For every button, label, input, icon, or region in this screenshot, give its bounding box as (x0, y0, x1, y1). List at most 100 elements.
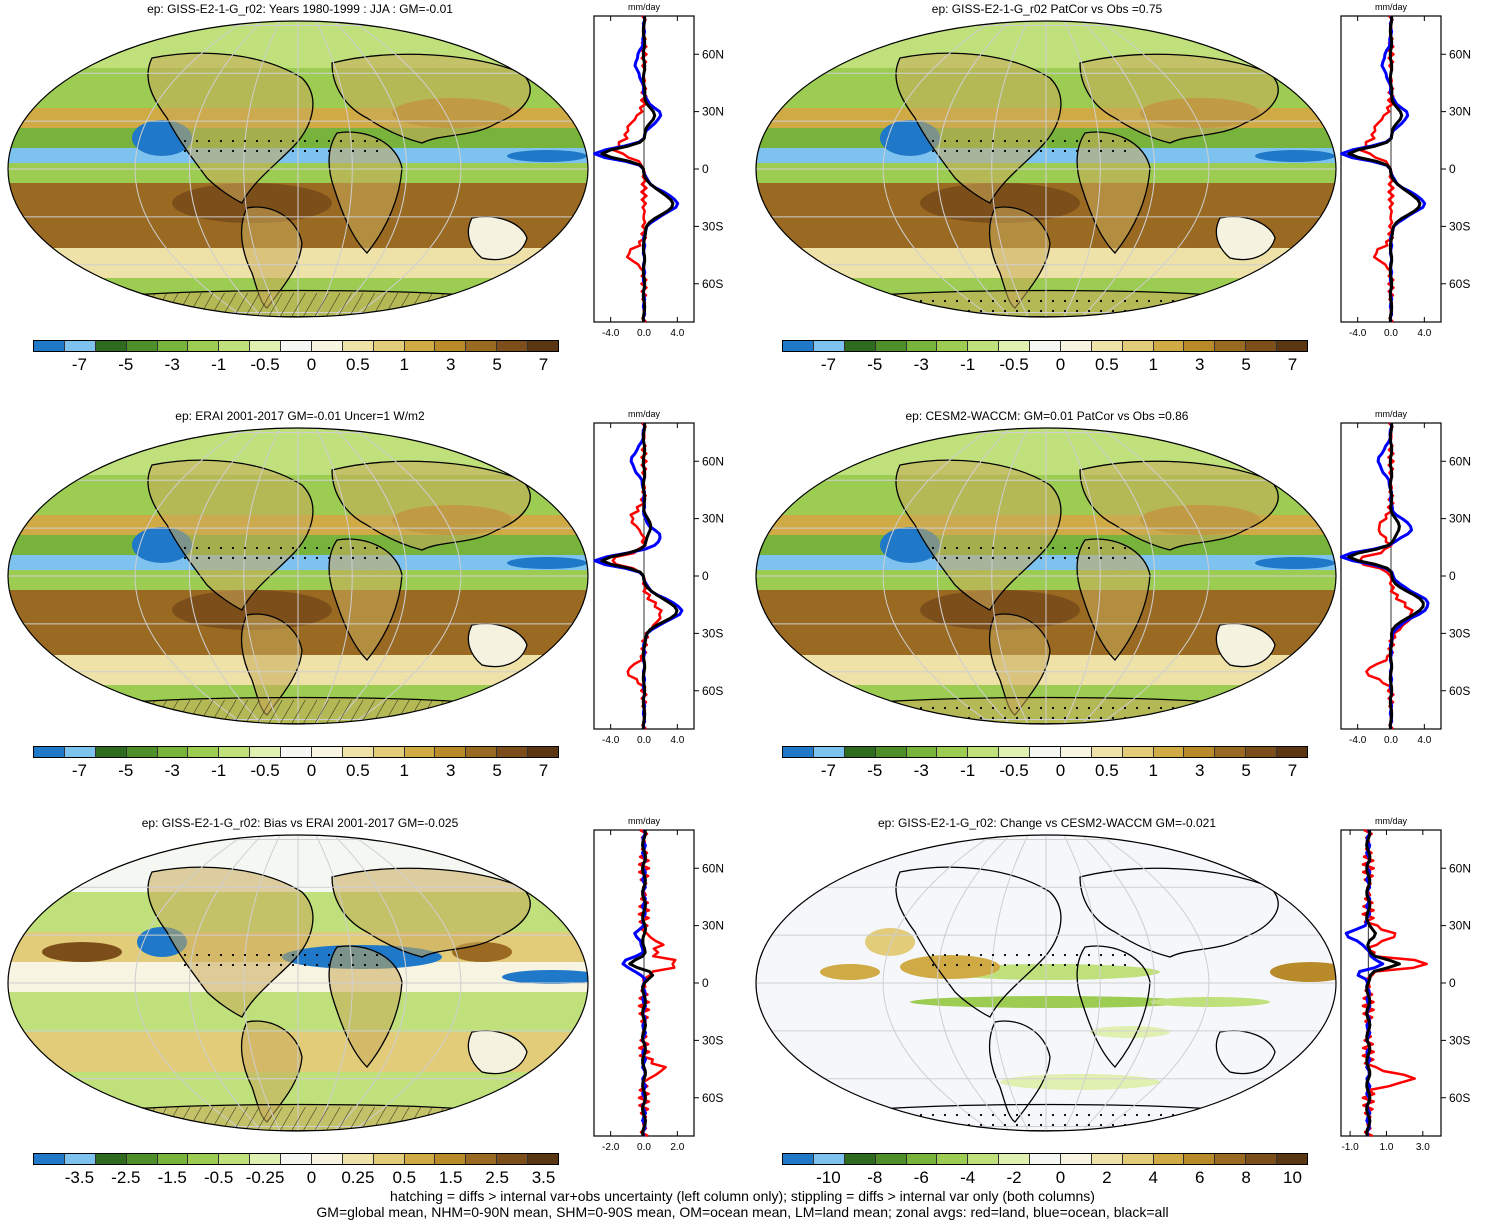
zonal-curve-land (1361, 828, 1428, 1138)
graticule-meridian (936, 21, 1011, 317)
graticule-meridian (1099, 428, 1210, 724)
zonal-x-label: 0.0 (637, 328, 651, 339)
graticule-meridian (351, 835, 462, 1131)
colorbar-label: -2.5 (111, 1168, 141, 1187)
graticule-meridian (991, 428, 1029, 724)
zonal-lat-label: 30N (1449, 512, 1471, 526)
colorbar-label: 0.5 (346, 355, 370, 374)
zonal-unit-label: mm/day (628, 816, 661, 826)
graticule-meridian (134, 21, 245, 317)
map-panel-2 (755, 20, 1337, 318)
colorbar-swatch (435, 747, 467, 757)
colorbar-label: -7 (820, 761, 836, 780)
colorbar-swatch (157, 1154, 189, 1164)
continent-outline (1215, 1030, 1276, 1075)
significance-hatching (62, 700, 532, 724)
zonal-lat-label: 60S (1449, 684, 1470, 698)
graticule-meridian (1063, 21, 1101, 317)
colorbar-label: -0.5 (203, 1168, 234, 1187)
map-anomaly-blob (172, 183, 332, 223)
colorbar-swatch (1122, 1154, 1154, 1164)
graticule-meridian (188, 835, 263, 1131)
colorbar-swatch (342, 747, 374, 757)
colorbar-label: 0 (1055, 761, 1066, 780)
graticule-meridian (243, 835, 281, 1131)
zonal-lat-label: 0 (1449, 162, 1456, 176)
colorbar-label: -0.5 (250, 761, 280, 780)
zonal-x-label: 0.0 (637, 735, 651, 746)
continent-outline (1215, 216, 1276, 261)
map-border (755, 427, 1337, 725)
map-field (8, 21, 588, 317)
colorbar-label: -1 (960, 355, 976, 374)
colorbar-swatch (64, 341, 96, 351)
continent-outline (895, 459, 1062, 611)
zonal-curve-ocean (593, 15, 680, 323)
colorbar-swatch (1277, 341, 1307, 351)
colorbar-label: -10 (816, 1168, 841, 1187)
zonal-plot-6: mm/day 60N 30N 0 30S 60S -1.0 1.0 3.0 (1340, 816, 1471, 1153)
colorbar-label: 7 (1287, 355, 1298, 374)
colorbar-swatch (1153, 341, 1185, 351)
colorbar-swatch (1030, 341, 1061, 351)
zonal-unit-label: mm/day (628, 2, 661, 12)
colorbar-label: 1 (399, 355, 410, 374)
zonal-lat-label: 60N (702, 454, 724, 468)
zonal-lat-label: 30S (1449, 626, 1470, 640)
colorbar-label: 7 (1287, 761, 1298, 780)
colorbar-labels-1: -7 -5 -3 -1 -0.5 0 0.5 1 3 5 7 (33, 355, 559, 377)
zonal-curve-all (1347, 422, 1425, 730)
zonal-lat-label: 30S (702, 1033, 723, 1047)
map-anomaly-blob (920, 590, 1080, 630)
continent-outline (895, 52, 1062, 204)
map-field (8, 428, 588, 724)
colorbar-swatch (1184, 1154, 1216, 1164)
colorbar-swatch (1091, 341, 1123, 351)
colorbar-swatch (435, 1154, 467, 1164)
continent-outline (895, 866, 1062, 1018)
colorbar-swatch (466, 747, 498, 757)
colorbar-swatch (844, 1154, 876, 1164)
map-panel-6 (755, 834, 1337, 1132)
colorbar-swatch (906, 341, 938, 351)
graticule-meridian (936, 428, 1011, 724)
colorbar-5 (33, 1153, 559, 1165)
graticule-meridian (1081, 428, 1156, 724)
zonal-lat-label: 60S (702, 277, 723, 291)
zonal-lat-label: 60N (1449, 47, 1471, 61)
colorbar-label: -3 (164, 761, 180, 780)
zonal-frame (1340, 829, 1442, 1137)
colorbar-swatch (1246, 747, 1277, 757)
colorbar-swatch (999, 1154, 1030, 1164)
colorbar-swatch (497, 747, 528, 757)
colorbar-swatch (219, 1154, 251, 1164)
zonal-lat-label: 0 (1449, 569, 1456, 583)
colorbar-label: 5 (492, 355, 502, 374)
colorbar-swatch (937, 747, 969, 757)
continent-outline (147, 866, 314, 1018)
map-border (7, 834, 589, 1132)
map-panel-4 (755, 427, 1337, 725)
colorbar-2 (782, 340, 1308, 352)
colorbar-swatch (528, 747, 558, 757)
zonal-lat-label: 0 (1449, 976, 1456, 990)
significance-stippling (182, 954, 382, 968)
zonal-x-label: 4.0 (1417, 328, 1431, 339)
colorbar-swatch (311, 747, 343, 757)
colorbar-label: -7 (820, 355, 836, 374)
colorbar-swatch (64, 747, 96, 757)
map-anomaly-blob (507, 150, 587, 162)
colorbar-labels-5: -3.5 -2.5 -1.5 -0.5 -0.25 0 0.25 0.5 1.5 2.5 3.5 (33, 1168, 559, 1190)
colorbar-swatch (95, 341, 127, 351)
map-field (756, 835, 1336, 1131)
map-field (756, 21, 1336, 317)
colorbar-label: -3 (913, 355, 929, 374)
colorbar-swatch (219, 747, 251, 757)
colorbar-swatch (188, 341, 220, 351)
colorbar-swatch (466, 1154, 498, 1164)
colorbar-swatch (999, 341, 1030, 351)
colorbar-swatch (1030, 747, 1061, 757)
colorbar-swatch (95, 747, 127, 757)
colorbar-label: 0 (1055, 1168, 1066, 1187)
zonal-x-label: -4.0 (602, 328, 620, 339)
